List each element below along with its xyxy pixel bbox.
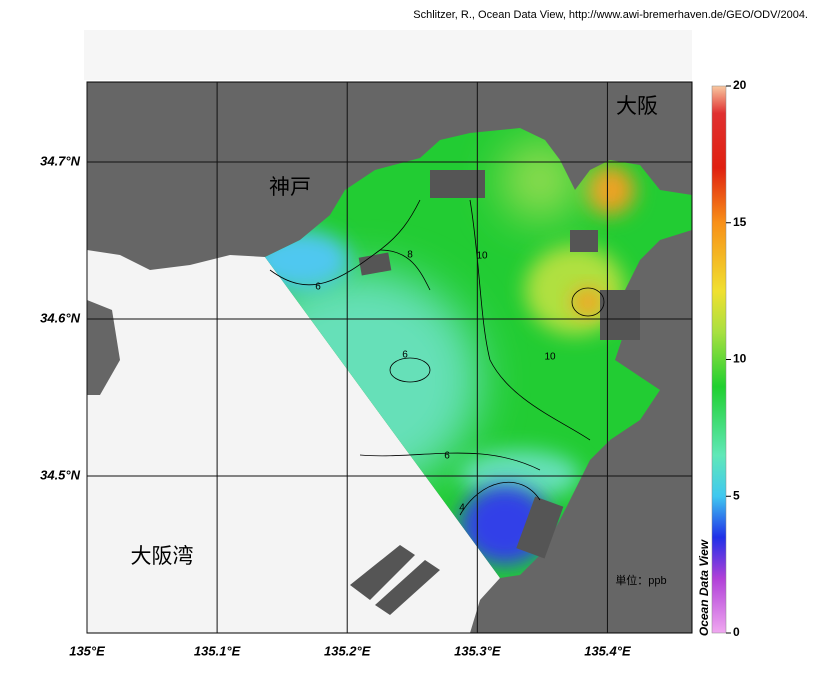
- contour-label: 10: [476, 251, 488, 262]
- y-tick-label: 34.7°N: [40, 153, 81, 168]
- x-tick-label: 135.1°E: [194, 643, 241, 658]
- colorbar-tick-label: 15: [733, 215, 747, 229]
- colorbar: [711, 85, 727, 634]
- contour-label: 4: [459, 503, 465, 514]
- contours: [269, 199, 605, 516]
- contour-label: 6: [444, 451, 450, 462]
- y-tick-label: 34.6°N: [40, 310, 81, 325]
- unit-label: 単位：ppb: [615, 573, 666, 587]
- piers: [350, 170, 640, 615]
- colorbar-title: Ocean Data View: [697, 539, 711, 636]
- contour-label: 10: [544, 352, 556, 363]
- contour-label: 6: [402, 350, 408, 361]
- place-label: 神戸: [269, 175, 311, 199]
- unsampled-water: [87, 250, 500, 633]
- x-tick-label: 135°E: [69, 643, 105, 658]
- colorbar-tick-label: 20: [733, 78, 747, 92]
- contour-label: 6: [315, 282, 321, 293]
- x-tick-label: 135.2°E: [324, 643, 371, 658]
- place-label: 大阪: [616, 94, 658, 118]
- colorbar-tick-label: 5: [733, 488, 740, 502]
- y-tick-label: 34.5°N: [40, 467, 81, 482]
- awaji-island: [87, 300, 120, 395]
- colorbar-tick-label: 10: [733, 352, 747, 366]
- x-tick-label: 135.3°E: [454, 643, 501, 658]
- contour-label: 8: [407, 250, 413, 261]
- header-panel: [84, 30, 692, 80]
- credit: Schlitzer, R., Ocean Data View, http://w…: [413, 9, 808, 21]
- place-label: 大阪湾: [131, 544, 194, 568]
- colorbar-tick-label: 0: [733, 625, 740, 639]
- x-tick-label: 135.4°E: [584, 643, 631, 658]
